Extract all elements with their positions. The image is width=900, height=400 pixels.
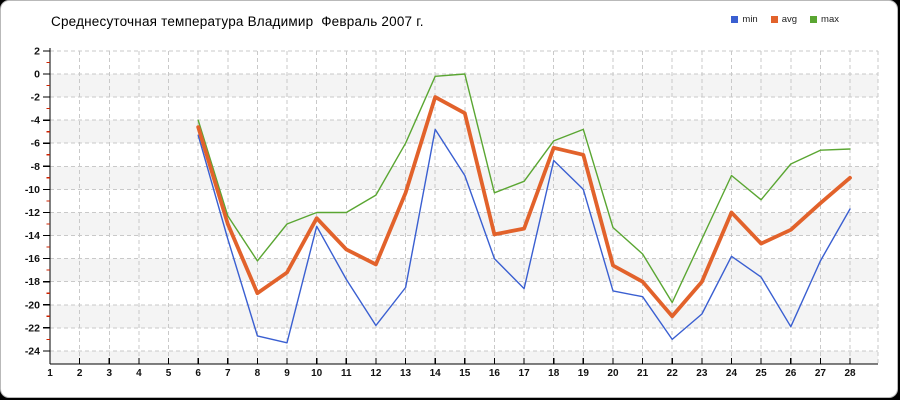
svg-text:15: 15	[459, 368, 471, 379]
svg-text:-22: -22	[25, 322, 40, 334]
svg-text:-14: -14	[25, 230, 40, 242]
svg-text:-4: -4	[31, 115, 40, 127]
svg-text:-24: -24	[25, 345, 40, 357]
legend-swatch-max-icon	[810, 16, 818, 23]
svg-text:-20: -20	[25, 299, 40, 311]
svg-text:27: 27	[815, 368, 827, 379]
svg-text:21: 21	[637, 368, 649, 379]
svg-text:2: 2	[34, 45, 40, 57]
svg-text:5: 5	[166, 368, 172, 379]
svg-text:18: 18	[548, 368, 560, 379]
chart-title: Среднесуточная температура Владимир Февр…	[51, 14, 424, 29]
chart-legend: min avg max	[731, 14, 839, 25]
legend-label-min: min	[742, 14, 758, 25]
svg-text:4: 4	[136, 368, 142, 379]
svg-text:-10: -10	[25, 184, 40, 196]
legend-swatch-min-icon	[731, 16, 739, 23]
svg-text:13: 13	[400, 368, 412, 379]
svg-text:22: 22	[667, 368, 679, 379]
svg-text:23: 23	[696, 368, 708, 379]
svg-text:12: 12	[370, 368, 382, 379]
svg-text:6: 6	[195, 368, 201, 379]
svg-text:-2: -2	[31, 92, 40, 104]
svg-text:20: 20	[607, 368, 619, 379]
svg-text:-12: -12	[25, 207, 40, 219]
svg-text:-6: -6	[31, 138, 40, 150]
svg-text:25: 25	[756, 368, 768, 379]
svg-text:19: 19	[578, 368, 590, 379]
legend-label-avg: avg	[781, 14, 798, 25]
legend-item-avg: avg	[770, 14, 798, 25]
svg-text:7: 7	[225, 368, 231, 379]
svg-text:24: 24	[726, 368, 738, 379]
svg-text:1: 1	[47, 368, 53, 379]
svg-text:9: 9	[284, 368, 290, 379]
legend-item-min: min	[731, 14, 758, 25]
legend-label-max: max	[821, 14, 839, 25]
svg-text:-16: -16	[25, 253, 40, 265]
svg-text:11: 11	[341, 368, 352, 379]
svg-text:3: 3	[106, 368, 112, 379]
svg-text:10: 10	[311, 368, 323, 379]
legend-swatch-avg-icon	[770, 16, 778, 23]
legend-item-max: max	[810, 14, 839, 25]
svg-text:17: 17	[519, 368, 531, 379]
svg-text:28: 28	[844, 368, 856, 379]
svg-text:16: 16	[489, 368, 501, 379]
svg-text:8: 8	[255, 368, 261, 379]
svg-text:14: 14	[430, 368, 442, 379]
svg-text:2: 2	[77, 368, 83, 379]
svg-text:-18: -18	[25, 276, 40, 288]
svg-text:-8: -8	[31, 161, 40, 173]
svg-text:26: 26	[785, 368, 797, 379]
svg-text:0: 0	[34, 69, 40, 81]
